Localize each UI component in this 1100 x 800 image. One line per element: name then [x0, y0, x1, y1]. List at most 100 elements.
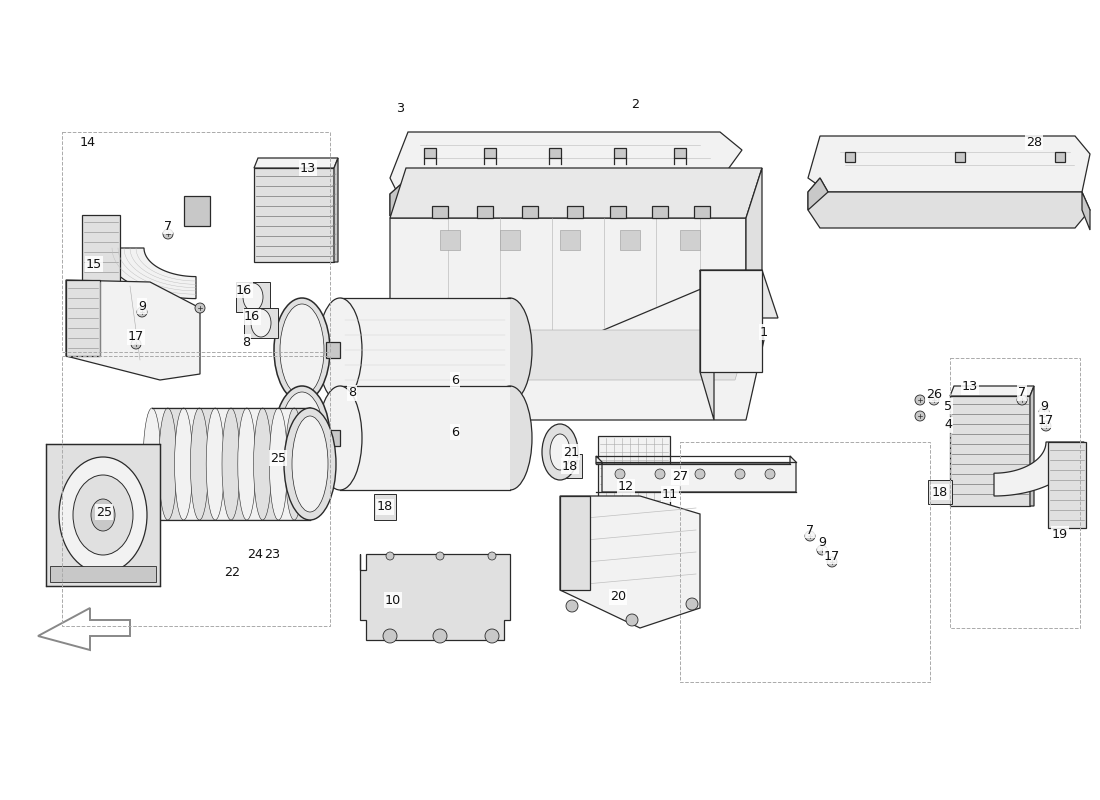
Ellipse shape	[131, 339, 141, 349]
Text: 5: 5	[944, 399, 953, 413]
Polygon shape	[278, 408, 294, 520]
Polygon shape	[700, 270, 778, 318]
Polygon shape	[390, 178, 742, 230]
Polygon shape	[566, 206, 583, 218]
Polygon shape	[415, 330, 750, 380]
Ellipse shape	[930, 395, 939, 405]
Polygon shape	[680, 230, 700, 250]
Polygon shape	[340, 386, 510, 490]
Ellipse shape	[566, 600, 578, 612]
Ellipse shape	[301, 408, 319, 520]
Ellipse shape	[175, 408, 192, 520]
Ellipse shape	[436, 552, 444, 560]
Polygon shape	[596, 456, 796, 492]
Polygon shape	[808, 178, 1090, 228]
Polygon shape	[560, 496, 700, 628]
Text: 18: 18	[377, 501, 393, 514]
Polygon shape	[1048, 442, 1086, 528]
Ellipse shape	[805, 531, 815, 541]
Ellipse shape	[254, 408, 272, 520]
Polygon shape	[326, 342, 340, 358]
Polygon shape	[50, 566, 156, 582]
Polygon shape	[231, 408, 246, 520]
Text: 21: 21	[563, 446, 579, 458]
Polygon shape	[82, 215, 120, 285]
Text: 26: 26	[926, 387, 942, 401]
Text: 18: 18	[562, 459, 579, 473]
Polygon shape	[432, 206, 448, 218]
Ellipse shape	[292, 416, 328, 512]
Text: 25: 25	[270, 451, 286, 465]
Ellipse shape	[686, 598, 698, 610]
Ellipse shape	[238, 408, 256, 520]
Ellipse shape	[550, 434, 570, 470]
Ellipse shape	[285, 408, 304, 520]
Polygon shape	[263, 408, 278, 520]
Ellipse shape	[764, 469, 776, 479]
Polygon shape	[598, 436, 670, 524]
Text: 27: 27	[672, 470, 689, 483]
Polygon shape	[46, 444, 160, 586]
Ellipse shape	[243, 283, 263, 311]
Polygon shape	[152, 408, 168, 520]
Text: 23: 23	[264, 549, 280, 562]
Polygon shape	[390, 168, 762, 218]
Ellipse shape	[318, 298, 362, 402]
Polygon shape	[950, 396, 1030, 506]
Polygon shape	[66, 280, 200, 380]
Ellipse shape	[626, 614, 638, 626]
Text: 15: 15	[86, 258, 102, 270]
Text: 2: 2	[631, 98, 639, 111]
Text: 1: 1	[760, 326, 768, 338]
Ellipse shape	[488, 298, 532, 402]
Ellipse shape	[195, 303, 205, 313]
Polygon shape	[340, 298, 510, 402]
Text: 7: 7	[1018, 386, 1026, 399]
Polygon shape	[808, 178, 828, 210]
Ellipse shape	[817, 545, 827, 555]
Polygon shape	[104, 248, 196, 298]
Ellipse shape	[542, 424, 578, 480]
Polygon shape	[440, 230, 460, 250]
Text: 8: 8	[348, 386, 356, 399]
Polygon shape	[1030, 386, 1034, 506]
Ellipse shape	[206, 408, 224, 520]
Ellipse shape	[143, 408, 161, 520]
Polygon shape	[700, 270, 714, 420]
Ellipse shape	[280, 304, 324, 396]
Text: 16: 16	[235, 283, 252, 297]
Polygon shape	[390, 218, 746, 420]
Polygon shape	[620, 230, 640, 250]
Ellipse shape	[190, 408, 208, 520]
Text: 9: 9	[1040, 399, 1048, 413]
Text: 22: 22	[224, 566, 240, 578]
Polygon shape	[674, 148, 686, 158]
Ellipse shape	[1018, 395, 1027, 405]
Polygon shape	[610, 206, 626, 218]
Text: 8: 8	[242, 335, 250, 349]
Text: 13: 13	[300, 162, 316, 174]
Polygon shape	[1055, 152, 1065, 162]
Polygon shape	[500, 230, 520, 250]
Polygon shape	[845, 152, 855, 162]
Text: 25: 25	[96, 506, 112, 518]
Bar	[62, 356, 330, 626]
Text: 18: 18	[932, 486, 948, 498]
Polygon shape	[66, 280, 100, 356]
Ellipse shape	[318, 386, 362, 490]
Ellipse shape	[915, 411, 925, 421]
Ellipse shape	[488, 386, 532, 490]
Polygon shape	[477, 206, 493, 218]
Text: 11: 11	[662, 487, 678, 501]
Ellipse shape	[1041, 421, 1050, 431]
Text: 28: 28	[1026, 135, 1042, 149]
Polygon shape	[955, 152, 965, 162]
Ellipse shape	[827, 557, 837, 567]
Polygon shape	[184, 408, 199, 520]
Polygon shape	[254, 158, 338, 168]
Polygon shape	[244, 308, 278, 338]
Ellipse shape	[251, 309, 271, 337]
Ellipse shape	[433, 629, 447, 643]
Polygon shape	[326, 430, 340, 446]
Text: 6: 6	[451, 374, 459, 386]
